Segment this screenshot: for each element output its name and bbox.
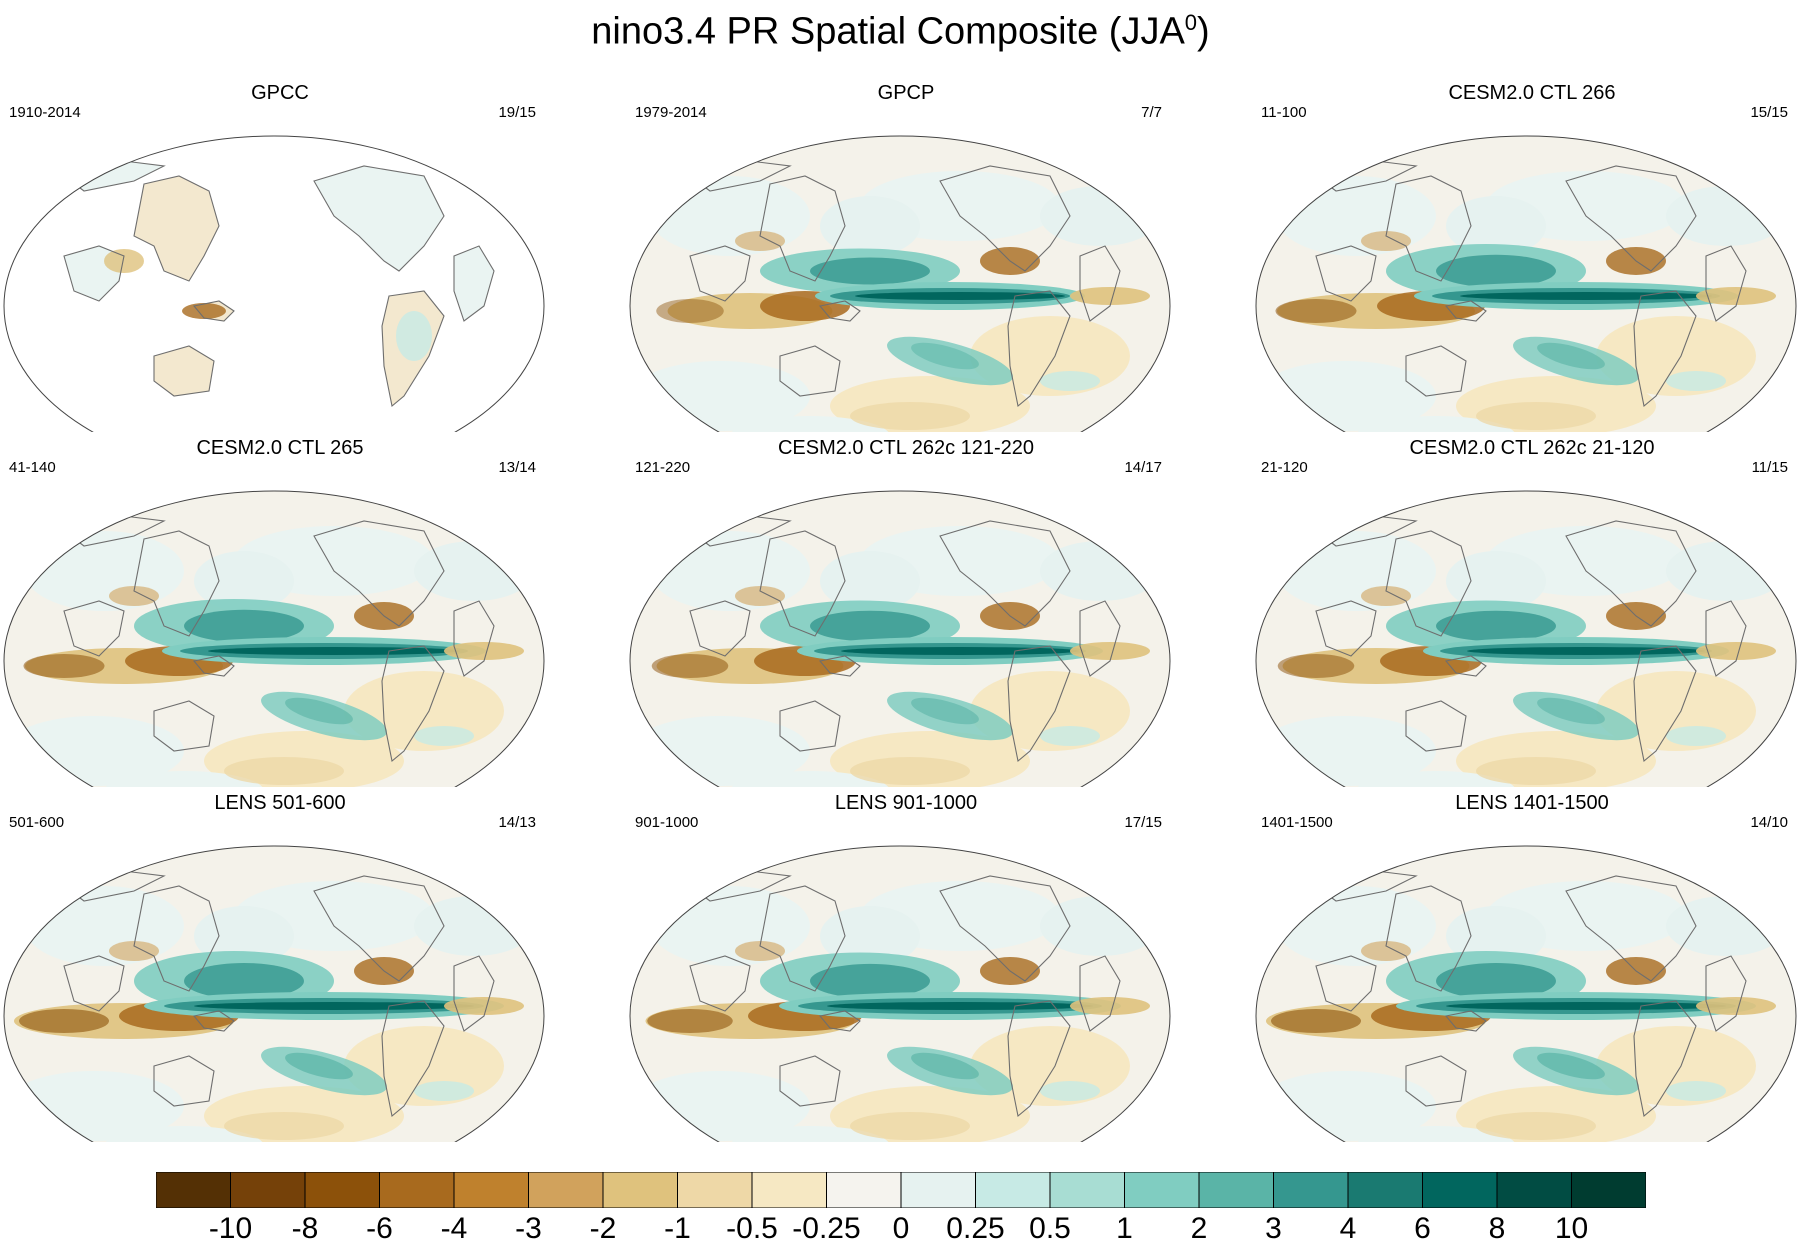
map-panel: CESM2.0 CTL 262c 21-120 21-120 11/15 [1252,437,1801,787]
colorbar-tick-label: -0.5 [726,1212,778,1245]
map-projection [629,490,1171,787]
colorbar-swatch [156,1172,231,1208]
colorbar-swatch [751,1172,827,1208]
panel-count-label: 13/14 [498,459,536,476]
figure-title: nino3.4 PR Spatial Composite (JJA0) [591,10,1210,53]
colorbar-tick-label: 1 [1116,1212,1133,1245]
colorbar-tick-label: -1 [664,1212,691,1245]
colorbar-swatch [528,1172,604,1208]
colorbar-tick-label: 10 [1554,1212,1589,1245]
panel-period-label: 1910-2014 [9,104,81,121]
colorbar-swatch [379,1172,455,1208]
panel-title: LENS 901-1000 [834,792,978,814]
colorbar-tick-label: -6 [366,1212,393,1245]
panel-period-label: 11-100 [1261,104,1307,121]
colorbar-swatch [975,1172,1051,1208]
panel-period-label: 901-1000 [635,814,699,831]
colorbar-swatch [304,1172,380,1208]
panel-count-label: 17/15 [1124,814,1162,831]
colorbar-tick-label: 8 [1488,1212,1506,1245]
map-panel: LENS 901-1000 901-1000 17/15 [626,792,1186,1142]
map-panel: LENS 1401-1500 1401-1500 14/10 [1252,792,1801,1142]
colorbar-tick-label: -0.25 [792,1212,861,1245]
colorbar-swatch [826,1172,902,1208]
colorbar-tick-label: 0.25 [946,1212,1005,1245]
colorbar-tick-label: 4 [1339,1212,1357,1245]
panel-period-label: 21-120 [1261,459,1308,476]
map-panel: CESM2.0 CTL 265 41-140 13/14 [0,437,560,787]
panel-count-label: 11/15 [1751,459,1788,476]
map-panel: CESM2.0 CTL 266 11-100 15/15 [1252,82,1801,432]
panel-period-label: 1979-2014 [635,104,707,121]
colorbar-swatch [1422,1172,1498,1208]
colorbar-swatch [1198,1172,1274,1208]
panel-count-label: 7/7 [1141,104,1162,121]
map-projection [1255,135,1797,432]
colorbar-tick-label: -8 [291,1212,319,1245]
map-projection [629,135,1171,432]
colorbar-tick-label: 0.5 [1029,1212,1071,1245]
panel-title: CESM2.0 CTL 262c 121-220 [777,437,1035,459]
map-projection [629,845,1171,1142]
panel-count-label: 14/13 [498,814,536,831]
colorbar-swatch [602,1172,678,1208]
panel-period-label: 121-220 [635,459,691,476]
map-projection [1255,490,1797,787]
colorbar-tick-label: -10 [208,1212,253,1245]
map-projection [3,845,545,1142]
map-panel: LENS 501-600 501-600 14/13 [0,792,560,1142]
panel-title: GPCC [251,82,309,104]
map-panel: GPCC 1910-2014 19/15 [0,82,560,432]
panel-count-label: 19/15 [498,104,536,121]
panel-title: LENS 1401-1500 [1455,792,1609,814]
colorbar-tick-label: 2 [1190,1212,1208,1245]
colorbar-tick-label: -2 [589,1212,617,1245]
panel-period-label: 41-140 [9,459,56,476]
map-panel: GPCP 1979-2014 7/7 [626,82,1186,432]
colorbar-tick-label: 3 [1265,1212,1282,1245]
colorbar-swatch [1571,1172,1646,1208]
colorbar [156,1172,1646,1208]
panel-title: CESM2.0 CTL 262c 21-120 [1409,437,1655,459]
panel-title: CESM2.0 CTL 266 [1448,82,1616,104]
colorbar-tick-label: 6 [1414,1212,1431,1245]
colorbar-tick-label: 0 [892,1212,910,1245]
colorbar-swatch [900,1172,976,1208]
colorbar-swatch [1124,1172,1200,1208]
panel-count-label: 15/15 [1750,104,1788,121]
map-projection [1255,845,1797,1142]
colorbar-swatch [1496,1172,1572,1208]
panel-title: LENS 501-600 [214,792,346,814]
panel-count-label: 14/10 [1750,814,1788,831]
map-projection [3,490,545,787]
colorbar-swatch [1273,1172,1349,1208]
colorbar-tick-label: -4 [440,1212,468,1245]
colorbar-tick-label: -3 [515,1212,542,1245]
panel-period-label: 501-600 [9,814,65,831]
panel-period-label: 1401-1500 [1261,814,1333,831]
colorbar-swatch [677,1172,753,1208]
panel-title: CESM2.0 CTL 265 [196,437,364,459]
panel-count-label: 14/17 [1124,459,1162,476]
colorbar-swatch [453,1172,529,1208]
colorbar-swatch [1049,1172,1125,1208]
map-projection [3,135,545,432]
colorbar-swatch [230,1172,306,1208]
map-panel: CESM2.0 CTL 262c 121-220 121-220 14/17 [626,437,1186,787]
colorbar-swatch [1347,1172,1423,1208]
panel-title: GPCP [877,82,935,104]
